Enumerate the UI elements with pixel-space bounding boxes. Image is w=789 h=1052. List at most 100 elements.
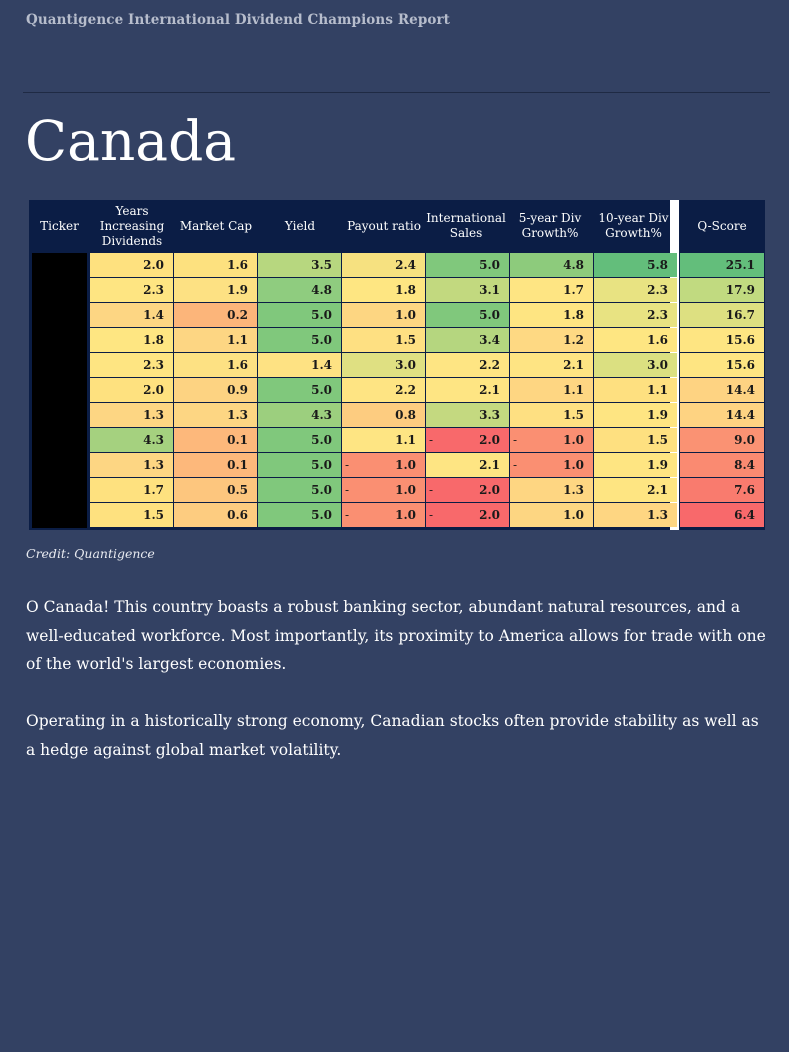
cell-value: 3.1	[479, 283, 500, 297]
negative-marker: -	[429, 508, 434, 522]
cell-international-sales: - 2.0	[426, 428, 509, 452]
cell-value: 8.4	[734, 458, 755, 472]
cell-5-year-div-growth: 1.0	[510, 503, 593, 527]
cell-international-sales: 2.2	[426, 353, 509, 377]
negative-marker: -	[429, 433, 434, 447]
cell-value: 2.0	[143, 258, 164, 272]
cell-value: 1.8	[143, 333, 164, 347]
paragraph-1: O Canada! This country boasts a robust b…	[26, 598, 766, 673]
cell-value: 3.4	[479, 333, 500, 347]
header-divider	[23, 92, 770, 93]
cell-yield: 3.5	[258, 253, 341, 277]
cell-5-year-div-growth: 1.8	[510, 303, 593, 327]
negative-marker: -	[345, 483, 350, 497]
negative-marker: -	[429, 483, 434, 497]
cell-years-increasing-dividends: 1.3	[90, 403, 173, 427]
cell-value: 1.3	[143, 458, 164, 472]
cell-value: 2.3	[647, 283, 668, 297]
cell-yield: 5.0	[258, 378, 341, 402]
cell-value: 2.1	[563, 358, 584, 372]
ticker-redacted-cell	[32, 428, 87, 453]
cell-value: 5.0	[311, 458, 332, 472]
cell-years-increasing-dividends: 1.8	[90, 328, 173, 352]
cell-10-year-div-growth: 2.1	[594, 478, 677, 502]
cell-value: 2.1	[479, 383, 500, 397]
cell-q-score: 15.6	[680, 353, 764, 377]
cell-10-year-div-growth: 1.9	[594, 403, 677, 427]
cell-value: 1.7	[563, 283, 584, 297]
cell-10-year-div-growth: 2.3	[594, 278, 677, 302]
cell-value: 1.3	[227, 408, 248, 422]
cell-value: 1.0	[395, 483, 416, 497]
cell-value: 3.5	[311, 258, 332, 272]
cell-value: 0.2	[227, 308, 248, 322]
cell-value: 2.4	[395, 258, 416, 272]
cell-payout-ratio: 1.5	[342, 328, 425, 352]
ticker-redacted-cell	[32, 378, 87, 403]
cell-value: 1.5	[647, 433, 668, 447]
header-payout-ratio: Payout ratio	[347, 218, 421, 233]
cell-value: 1.4	[311, 358, 332, 372]
cell-value: 4.3	[311, 408, 332, 422]
header-q-score: Q-Score	[697, 218, 747, 233]
dividend-table: Ticker Years Increasing Dividends Market…	[29, 200, 765, 530]
cell-value: 17.9	[725, 283, 755, 297]
page-title: Canada	[25, 109, 237, 173]
cell-5-year-div-growth: - 1.0	[510, 453, 593, 477]
cell-10-year-div-growth: 5.8	[594, 253, 677, 277]
cell-years-increasing-dividends: 2.3	[90, 278, 173, 302]
cell-market-cap: 0.6	[174, 503, 257, 527]
cell-5-year-div-growth: 2.1	[510, 353, 593, 377]
cell-value: 1.1	[227, 333, 248, 347]
negative-marker: -	[345, 508, 350, 522]
cell-value: 1.6	[647, 333, 668, 347]
cell-international-sales: 5.0	[426, 253, 509, 277]
cell-value: 2.3	[143, 283, 164, 297]
cell-value: 1.5	[395, 333, 416, 347]
cell-value: 1.6	[227, 258, 248, 272]
cell-yield: 4.8	[258, 278, 341, 302]
cell-value: 6.4	[734, 508, 755, 522]
cell-q-score: 9.0	[680, 428, 764, 452]
cell-value: 1.7	[143, 483, 164, 497]
cell-10-year-div-growth: 1.6	[594, 328, 677, 352]
cell-value: 9.0	[734, 433, 755, 447]
ticker-redacted-cell	[32, 503, 87, 528]
cell-q-score: 6.4	[680, 503, 764, 527]
cell-value: 1.9	[647, 458, 668, 472]
cell-value: 2.0	[479, 508, 500, 522]
cell-5-year-div-growth: 1.7	[510, 278, 593, 302]
cell-value: 0.1	[227, 433, 248, 447]
cell-value: 1.1	[395, 433, 416, 447]
cell-5-year-div-growth: - 1.0	[510, 428, 593, 452]
cell-value: 2.0	[143, 383, 164, 397]
cell-value: 2.1	[479, 458, 500, 472]
cell-value: 3.3	[479, 408, 500, 422]
cell-yield: 5.0	[258, 478, 341, 502]
cell-value: 5.0	[311, 483, 332, 497]
cell-value: 5.0	[311, 308, 332, 322]
cell-value: 16.7	[725, 308, 755, 322]
cell-q-score: 17.9	[680, 278, 764, 302]
cell-value: 1.0	[395, 508, 416, 522]
cell-value: 1.8	[395, 283, 416, 297]
cell-yield: 5.0	[258, 428, 341, 452]
header-international-sales: International Sales	[426, 211, 506, 240]
ticker-redacted-cell	[32, 328, 87, 353]
ticker-redacted-cell	[32, 403, 87, 428]
cell-payout-ratio: 1.1	[342, 428, 425, 452]
cell-value: 14.4	[725, 383, 755, 397]
ticker-redacted-cell	[32, 278, 87, 303]
cell-payout-ratio: 3.0	[342, 353, 425, 377]
cell-market-cap: 1.9	[174, 278, 257, 302]
cell-international-sales: 2.1	[426, 378, 509, 402]
cell-yield: 5.0	[258, 328, 341, 352]
cell-q-score: 14.4	[680, 403, 764, 427]
cell-value: 0.1	[227, 458, 248, 472]
cell-years-increasing-dividends: 2.0	[90, 378, 173, 402]
cell-5-year-div-growth: 1.5	[510, 403, 593, 427]
header-10-year-div-growth: 10-year Div Growth%	[598, 211, 669, 240]
cell-value: 5.0	[479, 258, 500, 272]
cell-value: 4.8	[563, 258, 584, 272]
cell-international-sales: 3.4	[426, 328, 509, 352]
